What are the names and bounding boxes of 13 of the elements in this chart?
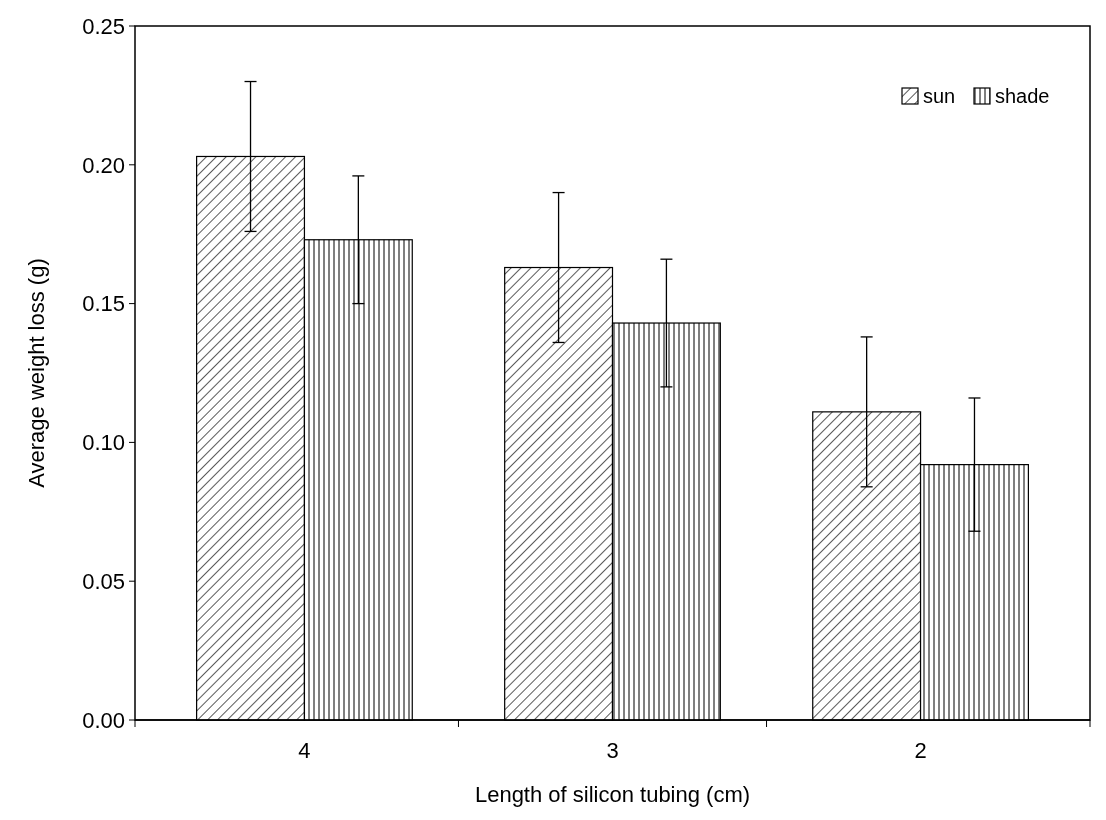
y-tick-label: 0.05 (82, 568, 125, 594)
y-tick-label: 0.15 (82, 291, 125, 317)
x-tick-label: 3 (606, 738, 619, 763)
x-tick-label: 2 (914, 738, 927, 763)
y-tick-label: 0.10 (82, 430, 125, 456)
x-tick-label: 4 (298, 738, 311, 763)
y-axis-title: Average weight loss (g) (24, 258, 49, 488)
y-tick-label: 0.25 (82, 13, 125, 39)
legend-label: shade (995, 85, 1050, 107)
legend-label: sun (923, 85, 956, 107)
y-tick-label: 0.00 (82, 707, 125, 733)
x-axis-title: Length of silicon tubing (cm) (474, 782, 751, 807)
y-tick-label: 0.20 (82, 152, 125, 178)
